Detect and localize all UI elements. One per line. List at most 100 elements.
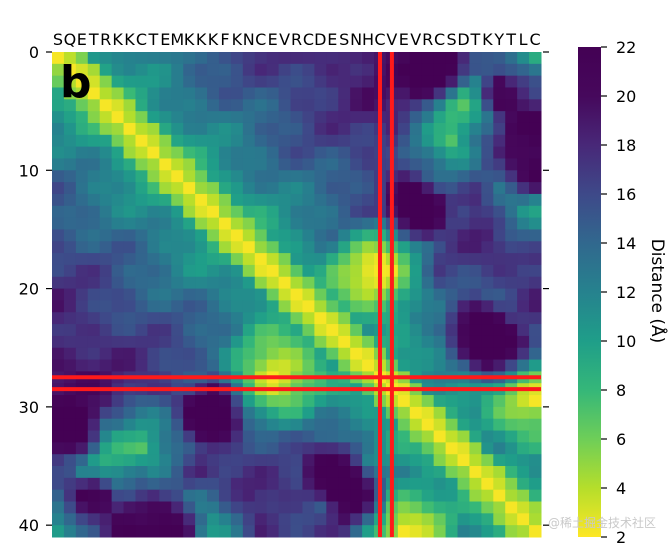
heatmap-cell (505, 335, 518, 349)
heatmap-cell (75, 170, 89, 183)
heatmap-cell (362, 170, 375, 183)
heatmap-cell (52, 146, 65, 159)
heatmap-cell (266, 324, 280, 337)
heatmap-cell (99, 264, 113, 278)
heatmap-cell (207, 276, 220, 290)
heatmap-cell (445, 312, 459, 325)
heatmap-cell (350, 324, 363, 337)
heatmap-cell (314, 359, 327, 372)
heatmap-cell (278, 264, 292, 278)
heatmap-cell (123, 300, 136, 313)
heatmap-cell (481, 99, 494, 112)
heatmap-cell (529, 63, 542, 77)
heatmap-cell (290, 111, 303, 124)
heatmap-cell (207, 111, 220, 124)
heatmap-cell (362, 264, 375, 278)
heatmap-cell (409, 442, 423, 455)
heatmap-cell (75, 52, 89, 65)
heatmap-cell (529, 501, 542, 514)
heatmap-cell (350, 122, 363, 136)
heatmap-cell (529, 264, 542, 278)
heatmap-cell (457, 264, 470, 278)
heatmap-cell (63, 193, 77, 207)
heatmap-cell (87, 146, 101, 159)
heatmap-cell (147, 75, 160, 88)
heatmap-cell (207, 442, 220, 455)
heatmap-cell (350, 359, 363, 372)
heatmap-cell (493, 253, 506, 266)
heatmap-cell (63, 312, 77, 325)
heatmap-cell (159, 288, 172, 301)
heatmap-cell (87, 395, 101, 408)
heatmap-cell (111, 430, 125, 443)
heatmap-cell (171, 312, 184, 325)
heatmap-cell (218, 217, 232, 230)
heatmap-cell (326, 122, 339, 136)
heatmap-cell (505, 525, 518, 538)
heatmap-cell (230, 288, 244, 301)
heatmap-cell (493, 63, 506, 77)
heatmap-cell (242, 324, 256, 337)
heatmap-cell (409, 264, 423, 278)
heatmap-cell (362, 359, 375, 372)
heatmap-cell (362, 288, 375, 301)
heatmap-cell (266, 513, 280, 526)
heatmap-cell (195, 99, 208, 112)
heatmap-cell (254, 466, 268, 479)
heatmap-cell (266, 158, 280, 171)
heatmap-cell (481, 253, 494, 266)
heatmap-cell (242, 454, 256, 467)
heatmap-cell (111, 63, 125, 77)
heatmap-cell (183, 122, 196, 136)
heatmap-cell (421, 288, 435, 301)
heatmap-cell (517, 335, 530, 349)
heatmap-cell (517, 477, 530, 491)
heatmap-cell (147, 241, 160, 254)
heatmap-cell (290, 182, 303, 195)
heatmap-cell (409, 134, 423, 148)
heatmap-cell (493, 276, 506, 290)
heatmap-cell (75, 454, 89, 467)
heatmap-cell (207, 146, 220, 159)
heatmap-cell (505, 63, 518, 77)
heatmap-cell (505, 312, 518, 325)
heatmap-cell (445, 193, 459, 207)
heatmap-cell (469, 87, 482, 100)
heatmap-cell (469, 430, 482, 443)
heatmap-cell (123, 111, 136, 124)
heatmap-cell (52, 205, 65, 219)
heatmap-cell (350, 418, 363, 432)
heatmap-cell (230, 134, 244, 148)
heatmap-cell (278, 253, 292, 266)
heatmap-cell (457, 324, 470, 337)
heatmap-cell (171, 193, 184, 207)
heatmap-cell (457, 312, 470, 325)
heatmap-cell (123, 75, 136, 88)
heatmap-cell (493, 359, 506, 372)
heatmap-cell (505, 418, 518, 432)
heatmap-cell (290, 300, 303, 313)
heatmap-cell (529, 99, 542, 112)
heatmap-cell (314, 193, 327, 207)
heatmap-cell (469, 335, 482, 349)
heatmap-cell (266, 276, 280, 290)
heatmap-cell (171, 501, 184, 514)
heatmap-cell (469, 99, 482, 112)
heatmap-cell (159, 87, 172, 100)
heatmap-cell (397, 335, 411, 349)
heatmap-cell (445, 52, 459, 65)
heatmap-cell (159, 525, 172, 538)
heatmap-cell (409, 359, 423, 372)
heatmap-cell (111, 253, 125, 266)
heatmap-cell (159, 241, 172, 254)
heatmap-cell (218, 501, 232, 514)
heatmap-cell (266, 134, 280, 148)
heatmap-cell (433, 359, 447, 372)
heatmap-cell (266, 75, 280, 88)
heatmap-cell (159, 122, 172, 136)
heatmap-cell (63, 63, 77, 77)
heatmap-cell (195, 276, 208, 290)
sequence-letter: Y (493, 30, 504, 49)
heatmap-cell (278, 158, 292, 171)
heatmap-cell (350, 406, 363, 420)
